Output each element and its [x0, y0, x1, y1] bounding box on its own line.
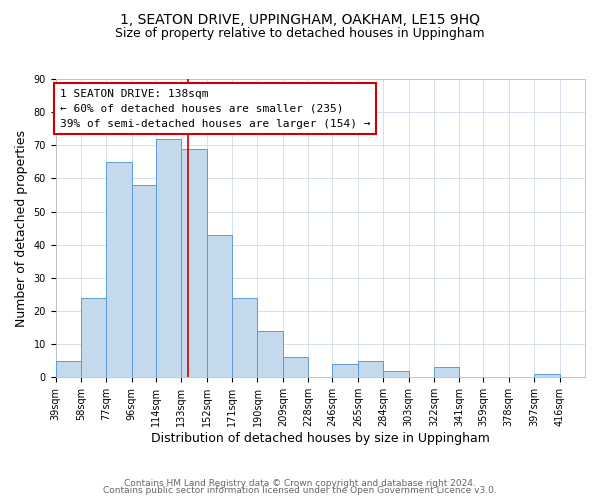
- Bar: [56, 361, 81, 378]
- Bar: [156, 138, 181, 378]
- Y-axis label: Number of detached properties: Number of detached properties: [15, 130, 28, 326]
- Bar: [106, 162, 132, 378]
- Text: Contains HM Land Registry data © Crown copyright and database right 2024.: Contains HM Land Registry data © Crown c…: [124, 478, 476, 488]
- Bar: [383, 370, 409, 378]
- Text: Size of property relative to detached houses in Uppingham: Size of property relative to detached ho…: [115, 28, 485, 40]
- Bar: [434, 368, 460, 378]
- Bar: [358, 361, 383, 378]
- Bar: [81, 298, 106, 378]
- Text: 1 SEATON DRIVE: 138sqm
← 60% of detached houses are smaller (235)
39% of semi-de: 1 SEATON DRIVE: 138sqm ← 60% of detached…: [59, 89, 370, 128]
- Bar: [257, 331, 283, 378]
- Bar: [534, 374, 560, 378]
- Bar: [181, 148, 207, 378]
- Text: 1, SEATON DRIVE, UPPINGHAM, OAKHAM, LE15 9HQ: 1, SEATON DRIVE, UPPINGHAM, OAKHAM, LE15…: [120, 12, 480, 26]
- Bar: [207, 235, 232, 378]
- Text: Contains public sector information licensed under the Open Government Licence v3: Contains public sector information licen…: [103, 486, 497, 495]
- Bar: [332, 364, 358, 378]
- Bar: [283, 358, 308, 378]
- X-axis label: Distribution of detached houses by size in Uppingham: Distribution of detached houses by size …: [151, 432, 490, 445]
- Bar: [132, 185, 157, 378]
- Bar: [232, 298, 257, 378]
